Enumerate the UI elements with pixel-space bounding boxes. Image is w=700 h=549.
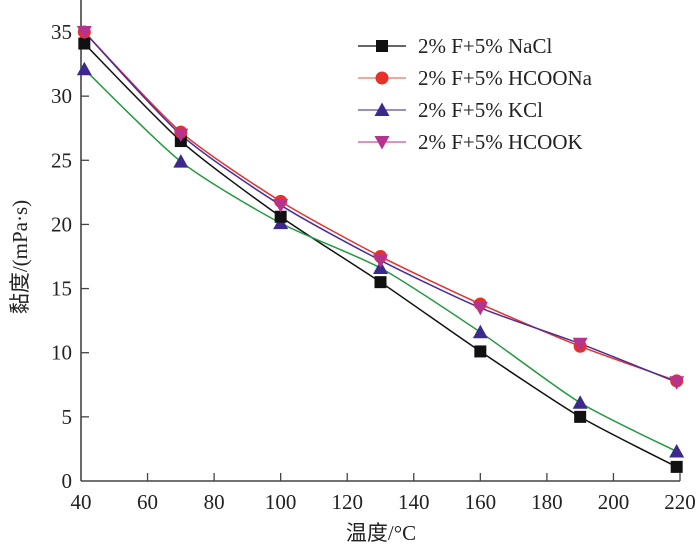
series-layer: [76, 25, 685, 473]
series-markers: [76, 25, 685, 473]
x-tick-label: 120: [331, 490, 363, 514]
legend-marker: [375, 71, 389, 85]
x-tick-label: 40: [71, 490, 92, 514]
data-point-0-2: [274, 210, 287, 223]
x-tick-label: 200: [598, 490, 630, 514]
y-tick-label: 0: [62, 469, 73, 493]
legend-label: 2% F+5% HCOONa: [418, 66, 593, 90]
axes: 40 60 80 100 120 140 160 180 200 220 0 5 10 15 20 25 30 3…: [51, 0, 696, 514]
data-point-3-5: [572, 337, 588, 352]
legend-label: 2% F+5% KCl: [418, 98, 543, 122]
y-tick-label: 10: [51, 341, 72, 365]
data-point-3-0: [76, 26, 92, 40]
legend-entry: 2% F+5% HCOONa: [358, 66, 593, 90]
x-tick-label: 100: [265, 490, 297, 514]
data-point-3-1: [173, 128, 189, 143]
x-tick-label: 80: [204, 490, 225, 514]
data-point-0-4: [474, 345, 487, 358]
data-point-2-1: [173, 154, 189, 168]
data-point-0-6: [670, 460, 683, 473]
legend-entry: 2% F+5% KCl: [358, 98, 543, 122]
x-tick-label: 160: [465, 490, 497, 514]
data-point-3-2: [273, 199, 289, 213]
x-tick-label: 180: [531, 490, 563, 514]
x-tick-label: 140: [398, 490, 430, 514]
data-point-3-4: [472, 301, 488, 316]
data-point-0-3: [374, 276, 387, 289]
legend-entry: 2% F+5% NaCl: [358, 34, 553, 58]
legend-marker: [374, 136, 390, 150]
data-point-3-6: [669, 376, 685, 390]
x-tick-label: 220: [664, 490, 696, 514]
y-tick-label: 20: [51, 212, 72, 236]
series-lines: [83, 31, 678, 468]
x-tick-label: 60: [137, 490, 158, 514]
data-point-2-4: [472, 324, 488, 339]
data-point-0-0: [78, 37, 91, 50]
y-tick-label: 35: [51, 20, 72, 44]
data-point-2-6: [669, 443, 685, 458]
data-point-3-3: [373, 254, 388, 268]
y-tick-label: 30: [51, 84, 72, 108]
legend-label: 2% F+5% NaCl: [418, 34, 553, 58]
x-axis-title: 温度/°C: [346, 521, 416, 545]
data-point-2-0: [76, 61, 92, 76]
y-axis-title: 黏度/(mPa·s): [8, 200, 32, 314]
legend-entry: 2% F+5% HCOOK: [358, 130, 583, 154]
y-tick-label: 5: [62, 405, 73, 429]
data-point-0-5: [574, 410, 587, 423]
legend-marker: [376, 40, 388, 52]
legend-label: 2% F+5% HCOOK: [418, 130, 583, 154]
y-tick-label: 15: [51, 277, 72, 301]
legend-marker: [374, 102, 390, 116]
y-tick-label: 25: [51, 148, 72, 172]
data-point-2-5: [572, 395, 588, 409]
legend: 2% F+5% NaCl 2% F+5% HCOONa 2% F+5% KCl 2% …: [358, 34, 593, 154]
